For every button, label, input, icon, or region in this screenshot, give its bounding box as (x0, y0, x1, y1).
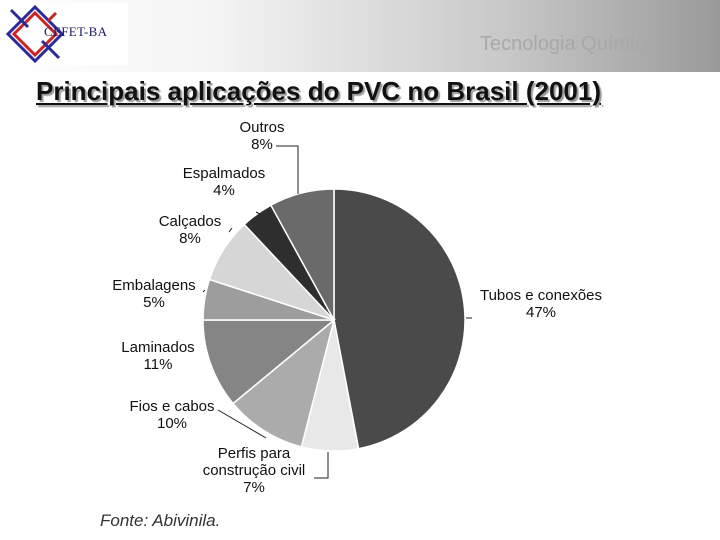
slice-value-label: 47% (526, 304, 556, 321)
pie-slice-laminados (202, 319, 337, 405)
logo-diamond-icon (5, 4, 65, 64)
leader-line (255, 211, 263, 216)
slide-title: Principais aplicações do PVC no Brasil (… (36, 76, 601, 106)
slice-value-label: 5% (143, 294, 165, 311)
slice-value-label: 8% (251, 136, 273, 153)
slice-value-label: 4% (213, 182, 235, 199)
source-note: Fonte: Abivinila. (100, 511, 221, 530)
slice-name-label: Outros (239, 119, 284, 136)
slice-name-label: construção civil (203, 462, 306, 479)
slice-value-label: 8% (179, 230, 201, 247)
slice-value-label: 10% (157, 415, 187, 432)
slice-name-label: Calçados (159, 213, 222, 230)
slice-name-label: Fios e cabos (129, 398, 214, 415)
slice-name-label: Embalagens (112, 277, 195, 294)
leader-line (228, 227, 233, 233)
logo-text: CEFET-BA (44, 24, 108, 39)
leader-line (276, 145, 299, 194)
slice-value-label: 7% (243, 479, 265, 496)
slice-name-label: Laminados (121, 339, 194, 356)
cefet-logo (4, 3, 128, 65)
leader-line (314, 452, 329, 479)
slice-name-label: Espalmados (183, 165, 266, 182)
slice-name-label: Perfis para (218, 445, 291, 462)
pie-slice-tubos-e-conex-es (333, 188, 466, 450)
leader-line (217, 409, 267, 439)
pie-slice-fios-e-cabos (232, 317, 336, 448)
pie-slice-outros (269, 188, 335, 321)
slice-name-label: Tubos e conexões (480, 287, 602, 304)
leader-line (202, 289, 206, 293)
course-title: Tecnologia Química (480, 33, 656, 55)
slice-value-label: 11% (144, 356, 173, 373)
